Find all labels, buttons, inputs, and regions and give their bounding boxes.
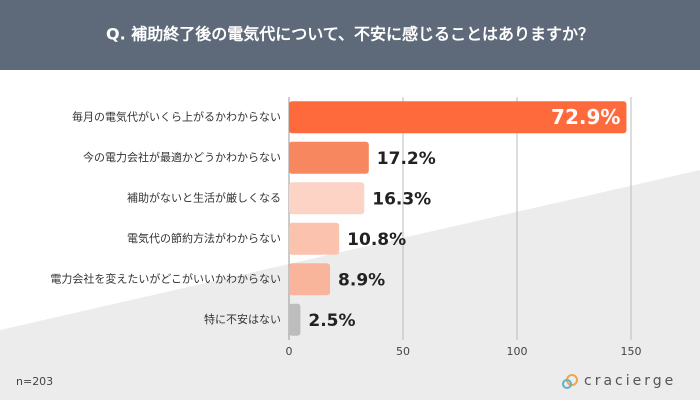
y-tick-label: 特に不安はない	[204, 312, 281, 326]
value-label: 2.5%	[308, 311, 355, 331]
y-tick-label: 電力会社を変えたいがどこがいいかわからない	[50, 271, 281, 285]
x-tick-label: 0	[286, 345, 293, 358]
logo-icon	[562, 379, 572, 389]
x-tick-label: 50	[396, 345, 410, 358]
y-tick-label: 電気代の節約方法がわからない	[127, 231, 281, 245]
note: n=203	[16, 375, 53, 388]
header	[0, 0, 700, 70]
bar	[289, 141, 369, 174]
bar	[289, 303, 301, 336]
bar	[289, 182, 365, 215]
value-label: 17.2%	[377, 149, 436, 169]
value-label: 16.3%	[372, 189, 431, 209]
value-label: 10.8%	[347, 230, 406, 250]
background-shape	[0, 170, 700, 400]
y-tick-label: 毎月の電気代がいくら上がるかわからない	[72, 109, 281, 123]
value-label: 72.9%	[551, 105, 620, 129]
bar	[289, 222, 340, 255]
bar	[289, 263, 331, 296]
brand: cracierge	[584, 373, 676, 389]
bar	[289, 101, 627, 134]
y-tick-label: 補助がないと生活が厳しくなる	[127, 190, 281, 204]
value-label: 8.9%	[338, 270, 385, 290]
y-tick-label: 今の電力会社が最適かどうかわからない	[83, 150, 281, 164]
chart-title: Q. 補助終了後の電気代について、不安に感じることはありますか？	[106, 25, 594, 44]
x-tick-label: 100	[507, 345, 528, 358]
x-tick-label: 150	[621, 345, 642, 358]
